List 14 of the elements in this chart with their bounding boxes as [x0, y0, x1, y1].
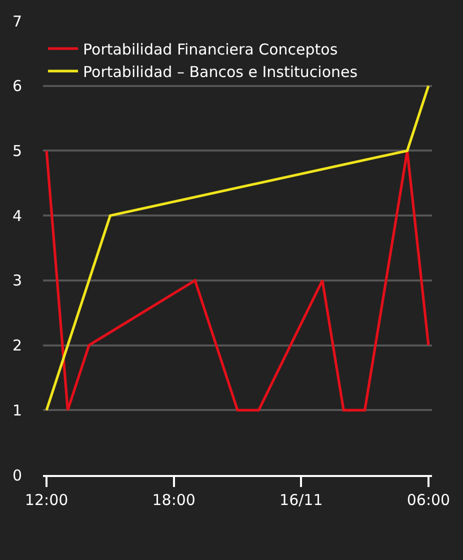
x-tick-label: 12:00 — [24, 491, 68, 509]
legend-label: Portabilidad – Bancos e Instituciones — [83, 62, 358, 81]
y-tick-label: 4 — [12, 206, 22, 225]
x-tick-label: 16/11 — [280, 491, 323, 509]
legend-label: Portabilidad Financiera Conceptos — [83, 40, 338, 58]
y-tick-label: 7 — [12, 12, 22, 30]
y-tick-label: 0 — [12, 466, 22, 484]
x-tick-label: 06:00 — [406, 491, 450, 509]
y-tick-label: 1 — [12, 401, 22, 420]
y-tick-label: 3 — [12, 272, 22, 290]
y-tick-label: 5 — [12, 142, 22, 160]
x-tick-label: 18:00 — [152, 491, 196, 509]
y-tick-label: 2 — [12, 336, 22, 355]
y-tick-label: 6 — [12, 77, 22, 96]
